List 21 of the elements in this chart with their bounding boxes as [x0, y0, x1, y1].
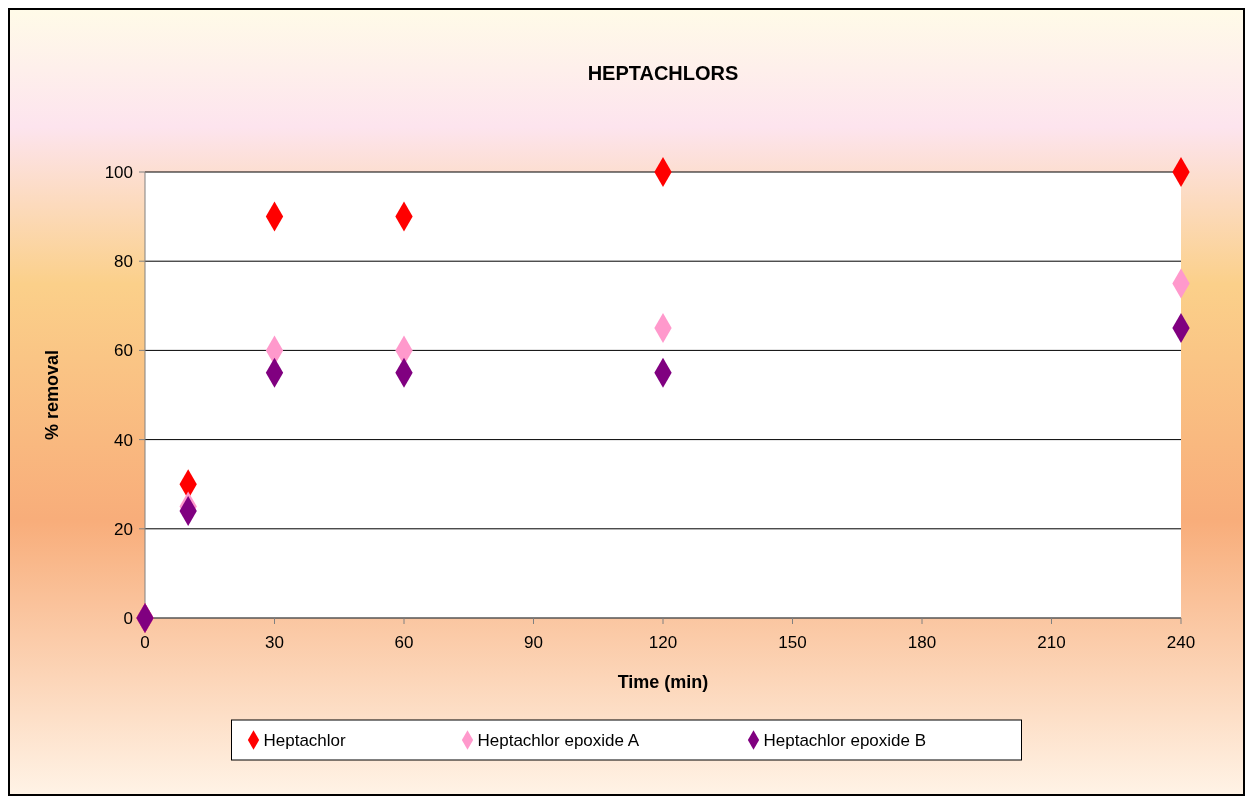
legend-label: Heptachlor epoxide A — [477, 730, 640, 750]
x-tick-label: 0 — [140, 633, 150, 652]
y-tick-label: 80 — [114, 252, 133, 272]
y-axis-title: % removal — [42, 349, 62, 441]
x-axis-title: Time (min) — [617, 672, 709, 692]
y-tick-label: 0 — [123, 608, 133, 628]
x-tick-label: 60 — [394, 633, 414, 652]
legend-label: Heptachlor — [263, 730, 347, 750]
chart-title: HEPTACHLORS — [587, 62, 739, 84]
y-tick-label: 60 — [114, 341, 133, 361]
x-tick-label: 210 — [1037, 633, 1066, 652]
y-tick-label: 40 — [114, 430, 133, 450]
x-tick-label: 90 — [524, 633, 543, 652]
y-tick-label: 100 — [104, 162, 133, 182]
x-tick-label: 150 — [778, 633, 807, 652]
x-tick-label: 120 — [648, 633, 678, 652]
x-tick-label: 180 — [907, 633, 937, 652]
x-tick-label: 240 — [1166, 633, 1196, 652]
y-tick-label: 20 — [114, 519, 133, 539]
x-tick-label: 30 — [265, 633, 284, 652]
legend-label: Heptachlor epoxide B — [763, 730, 927, 750]
